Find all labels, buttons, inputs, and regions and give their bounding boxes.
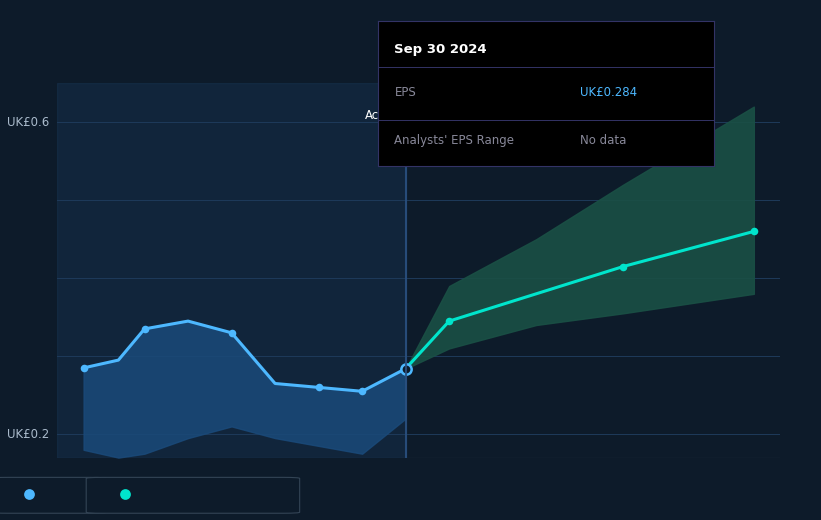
Text: UK£0.2: UK£0.2 — [7, 427, 48, 441]
Point — [77, 364, 90, 372]
FancyBboxPatch shape — [0, 477, 107, 513]
Point — [443, 317, 456, 326]
Point — [225, 329, 238, 337]
Text: EPS: EPS — [48, 488, 69, 500]
Bar — [57, 83, 406, 458]
Text: EPS: EPS — [395, 86, 416, 99]
Text: No data: No data — [580, 134, 626, 147]
Text: UK£0.284: UK£0.284 — [580, 86, 637, 99]
Text: Actual: Actual — [365, 109, 402, 122]
Point — [312, 383, 325, 392]
Text: Analysts Forecasts: Analysts Forecasts — [415, 109, 525, 122]
Text: 2026: 2026 — [608, 473, 638, 486]
Point — [138, 324, 151, 333]
Text: Analysts' EPS Range: Analysts' EPS Range — [144, 488, 264, 500]
Text: Sep 30 2024: Sep 30 2024 — [395, 43, 487, 56]
Text: UK£0.6: UK£0.6 — [7, 115, 48, 128]
FancyBboxPatch shape — [86, 477, 300, 513]
Point — [747, 227, 760, 236]
Point — [617, 262, 630, 270]
Text: 2023: 2023 — [86, 473, 116, 486]
Point — [22, 490, 35, 498]
Text: Analysts' EPS Range: Analysts' EPS Range — [395, 134, 515, 147]
Point — [355, 387, 369, 395]
Point — [118, 490, 131, 498]
Point — [399, 365, 412, 373]
Text: 2024: 2024 — [260, 473, 290, 486]
Text: 2025: 2025 — [434, 473, 464, 486]
